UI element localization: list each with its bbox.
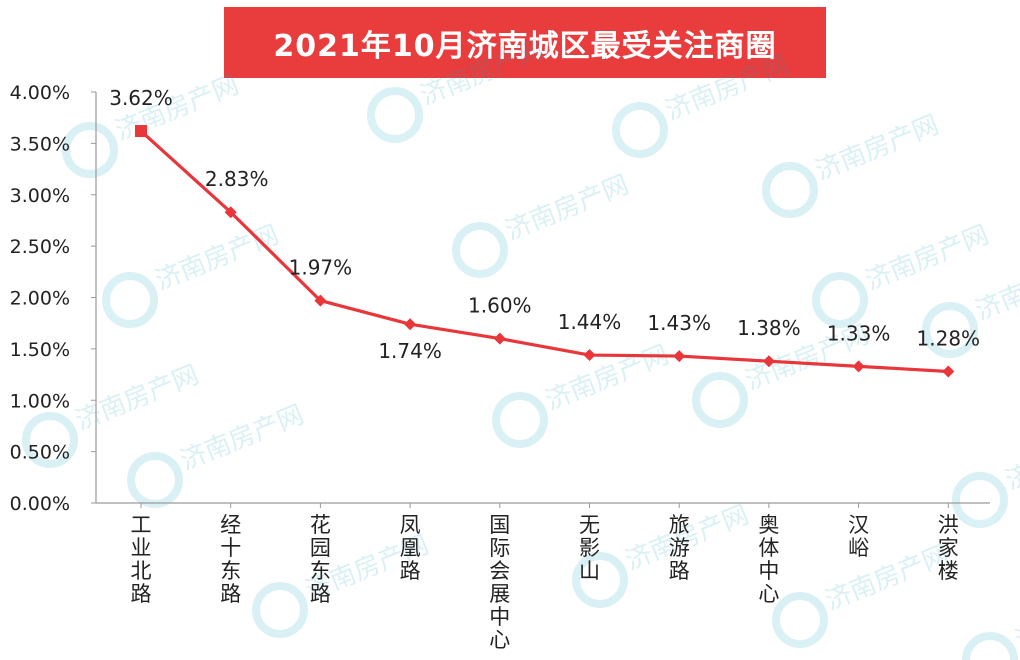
data-point: [673, 350, 686, 363]
data-point: [135, 125, 147, 138]
watermark-mark: 济南房产网: [572, 500, 753, 608]
watermark-mark: 济南房产网: [452, 170, 633, 278]
data-label: 2.83%: [205, 167, 269, 191]
data-label: 1.33%: [827, 321, 891, 345]
watermark-text: 济南房产网: [71, 360, 203, 437]
y-axis-ticks: 0.00% 0.50% 1.00% 1.50% 2.00% 2.50% 3.00% 3.50%…: [10, 82, 96, 515]
watermark-text: 济南房产网: [416, 35, 548, 112]
data-point: [493, 332, 506, 345]
chart-title-banner: 2021年10月济南城区最受关注商圈: [224, 7, 826, 78]
x-tick-label: 洪家楼: [938, 513, 959, 583]
y-tick-label: 4.00%: [10, 82, 70, 104]
watermark-text: 济南房产网: [176, 400, 308, 477]
watermark-mark: 济南房产网: [952, 420, 1020, 528]
watermark-text: 济南房产网: [811, 110, 943, 187]
data-label: 1.60%: [468, 294, 532, 318]
y-tick-label: 2.00%: [10, 288, 70, 310]
data-label: 1.28%: [917, 326, 981, 350]
data-point: [224, 206, 237, 219]
data-labels: 3.62% 2.83% 1.97% 1.74% 1.60% 1.44% 1.43% 1.38%…: [109, 86, 980, 363]
data-label: 1.43%: [647, 311, 711, 335]
series-line: [139, 129, 949, 374]
x-tick-label: 国际会展中心: [489, 513, 510, 652]
y-tick-label: 0.50%: [10, 442, 70, 464]
x-tick-label: 旅游路: [669, 513, 690, 583]
x-tick-label: 工业北路: [131, 513, 152, 606]
watermark-text: 济南房产网: [1001, 420, 1020, 497]
data-label: 1.74%: [378, 339, 442, 363]
x-tick-label: 汉峪: [848, 513, 869, 560]
watermark-mark: 济南房产网: [612, 50, 793, 158]
data-label: 1.44%: [558, 310, 622, 334]
watermark-text: 济南房产网: [151, 220, 283, 297]
y-tick-label: 3.50%: [10, 133, 70, 155]
watermark-mark: 济南房产网: [127, 400, 308, 508]
watermark-text: 济南房产网: [661, 50, 793, 127]
data-point: [314, 294, 327, 307]
x-tick-label: 奥体中心: [758, 513, 779, 606]
data-point: [404, 318, 417, 331]
data-label: 1.97%: [289, 256, 353, 280]
y-tick-label: 0.00%: [10, 493, 70, 515]
y-tick-label: 1.50%: [10, 339, 70, 361]
y-tick-label: 3.00%: [10, 185, 70, 207]
watermark-text: 济南房产网: [821, 540, 953, 617]
data-point: [852, 360, 865, 373]
data-label: 1.38%: [737, 316, 801, 340]
watermark-text: 济南房产网: [861, 220, 993, 297]
data-point: [583, 349, 596, 362]
chart-title: 2021年10月济南城区最受关注商圈: [273, 28, 777, 64]
data-point: [762, 355, 775, 368]
series-layer: [135, 125, 955, 378]
watermark-text: 济南房产网: [501, 170, 633, 247]
watermark-mark: 济南房产网: [762, 110, 943, 218]
y-tick-label: 1.00%: [10, 390, 70, 412]
x-tick-label: 花园东路: [310, 513, 331, 606]
x-tick-label: 凤凰路: [400, 513, 421, 583]
data-label: 3.62%: [109, 86, 173, 110]
watermark-mark: 济南房产网: [367, 35, 548, 143]
x-tick-label: 经十东路: [220, 513, 241, 606]
x-tick-label: 无影山: [579, 513, 600, 583]
x-axis-labels: 工业北路 经十东路 花园东路 凤凰路 国际会展中心 无影山 旅游路 奥体中心 汉峪 洪家楼: [131, 503, 959, 652]
y-tick-label: 2.50%: [10, 236, 70, 258]
watermark-mark: 济南房产网: [962, 580, 1020, 660]
data-point: [942, 365, 955, 378]
watermark-text: 济南房产网: [971, 250, 1020, 327]
